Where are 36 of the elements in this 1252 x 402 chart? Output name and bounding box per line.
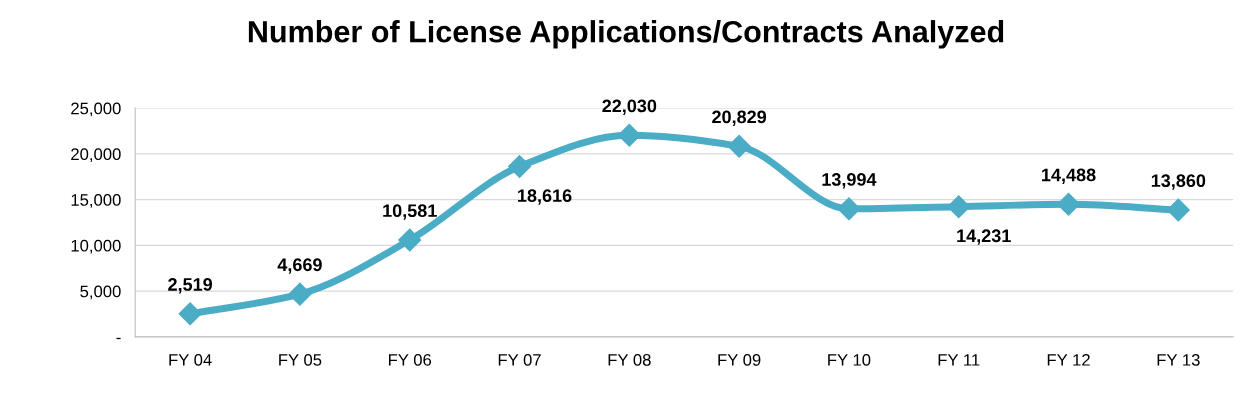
x-tick-label: FY 04 — [169, 353, 212, 366]
point — [617, 123, 641, 147]
data-label: 13,994 — [822, 173, 877, 189]
data-label: 14,488 — [1042, 168, 1096, 184]
point — [727, 134, 751, 158]
x-tick-label: FY 06 — [389, 353, 432, 366]
data-label: 2,519 — [168, 278, 213, 294]
data-label: 4,669 — [277, 258, 322, 274]
point — [288, 282, 312, 306]
x-tick-label: FY 08 — [608, 353, 651, 366]
chart-title: Number of License Applications/Contracts Analyzed — [248, 20, 1004, 49]
y-tick-label: - — [116, 337, 121, 340]
y-tick-label: 5,000 — [80, 285, 121, 300]
point — [1166, 198, 1190, 222]
data-label: 10,581 — [383, 204, 437, 220]
y-tick-label: 25,000 — [71, 102, 121, 117]
y-tick-label: 20,000 — [71, 148, 121, 163]
x-tick-label: FY 13 — [1157, 353, 1200, 366]
point — [508, 155, 532, 179]
x-tick-label: FY 07 — [498, 353, 541, 366]
data-label: 22,030 — [602, 99, 657, 115]
x-tick-label: FY 09 — [718, 353, 761, 366]
data-label: 13,860 — [1151, 174, 1206, 190]
point — [947, 195, 971, 219]
data-label: 14,231 — [957, 229, 1011, 245]
point — [178, 302, 202, 326]
x-tick-label: FY 12 — [1047, 353, 1090, 366]
x-tick-label: FY 10 — [828, 353, 871, 366]
x-tick-label: FY 11 — [938, 354, 980, 366]
point — [398, 228, 422, 252]
y-tick-label: 15,000 — [71, 194, 121, 208]
y-tick-label: 10,000 — [71, 239, 121, 254]
data-label: 20,829 — [712, 110, 767, 126]
x-tick-label: FY 05 — [279, 353, 322, 366]
point — [837, 197, 861, 221]
data-label: 18,616 — [518, 189, 572, 205]
